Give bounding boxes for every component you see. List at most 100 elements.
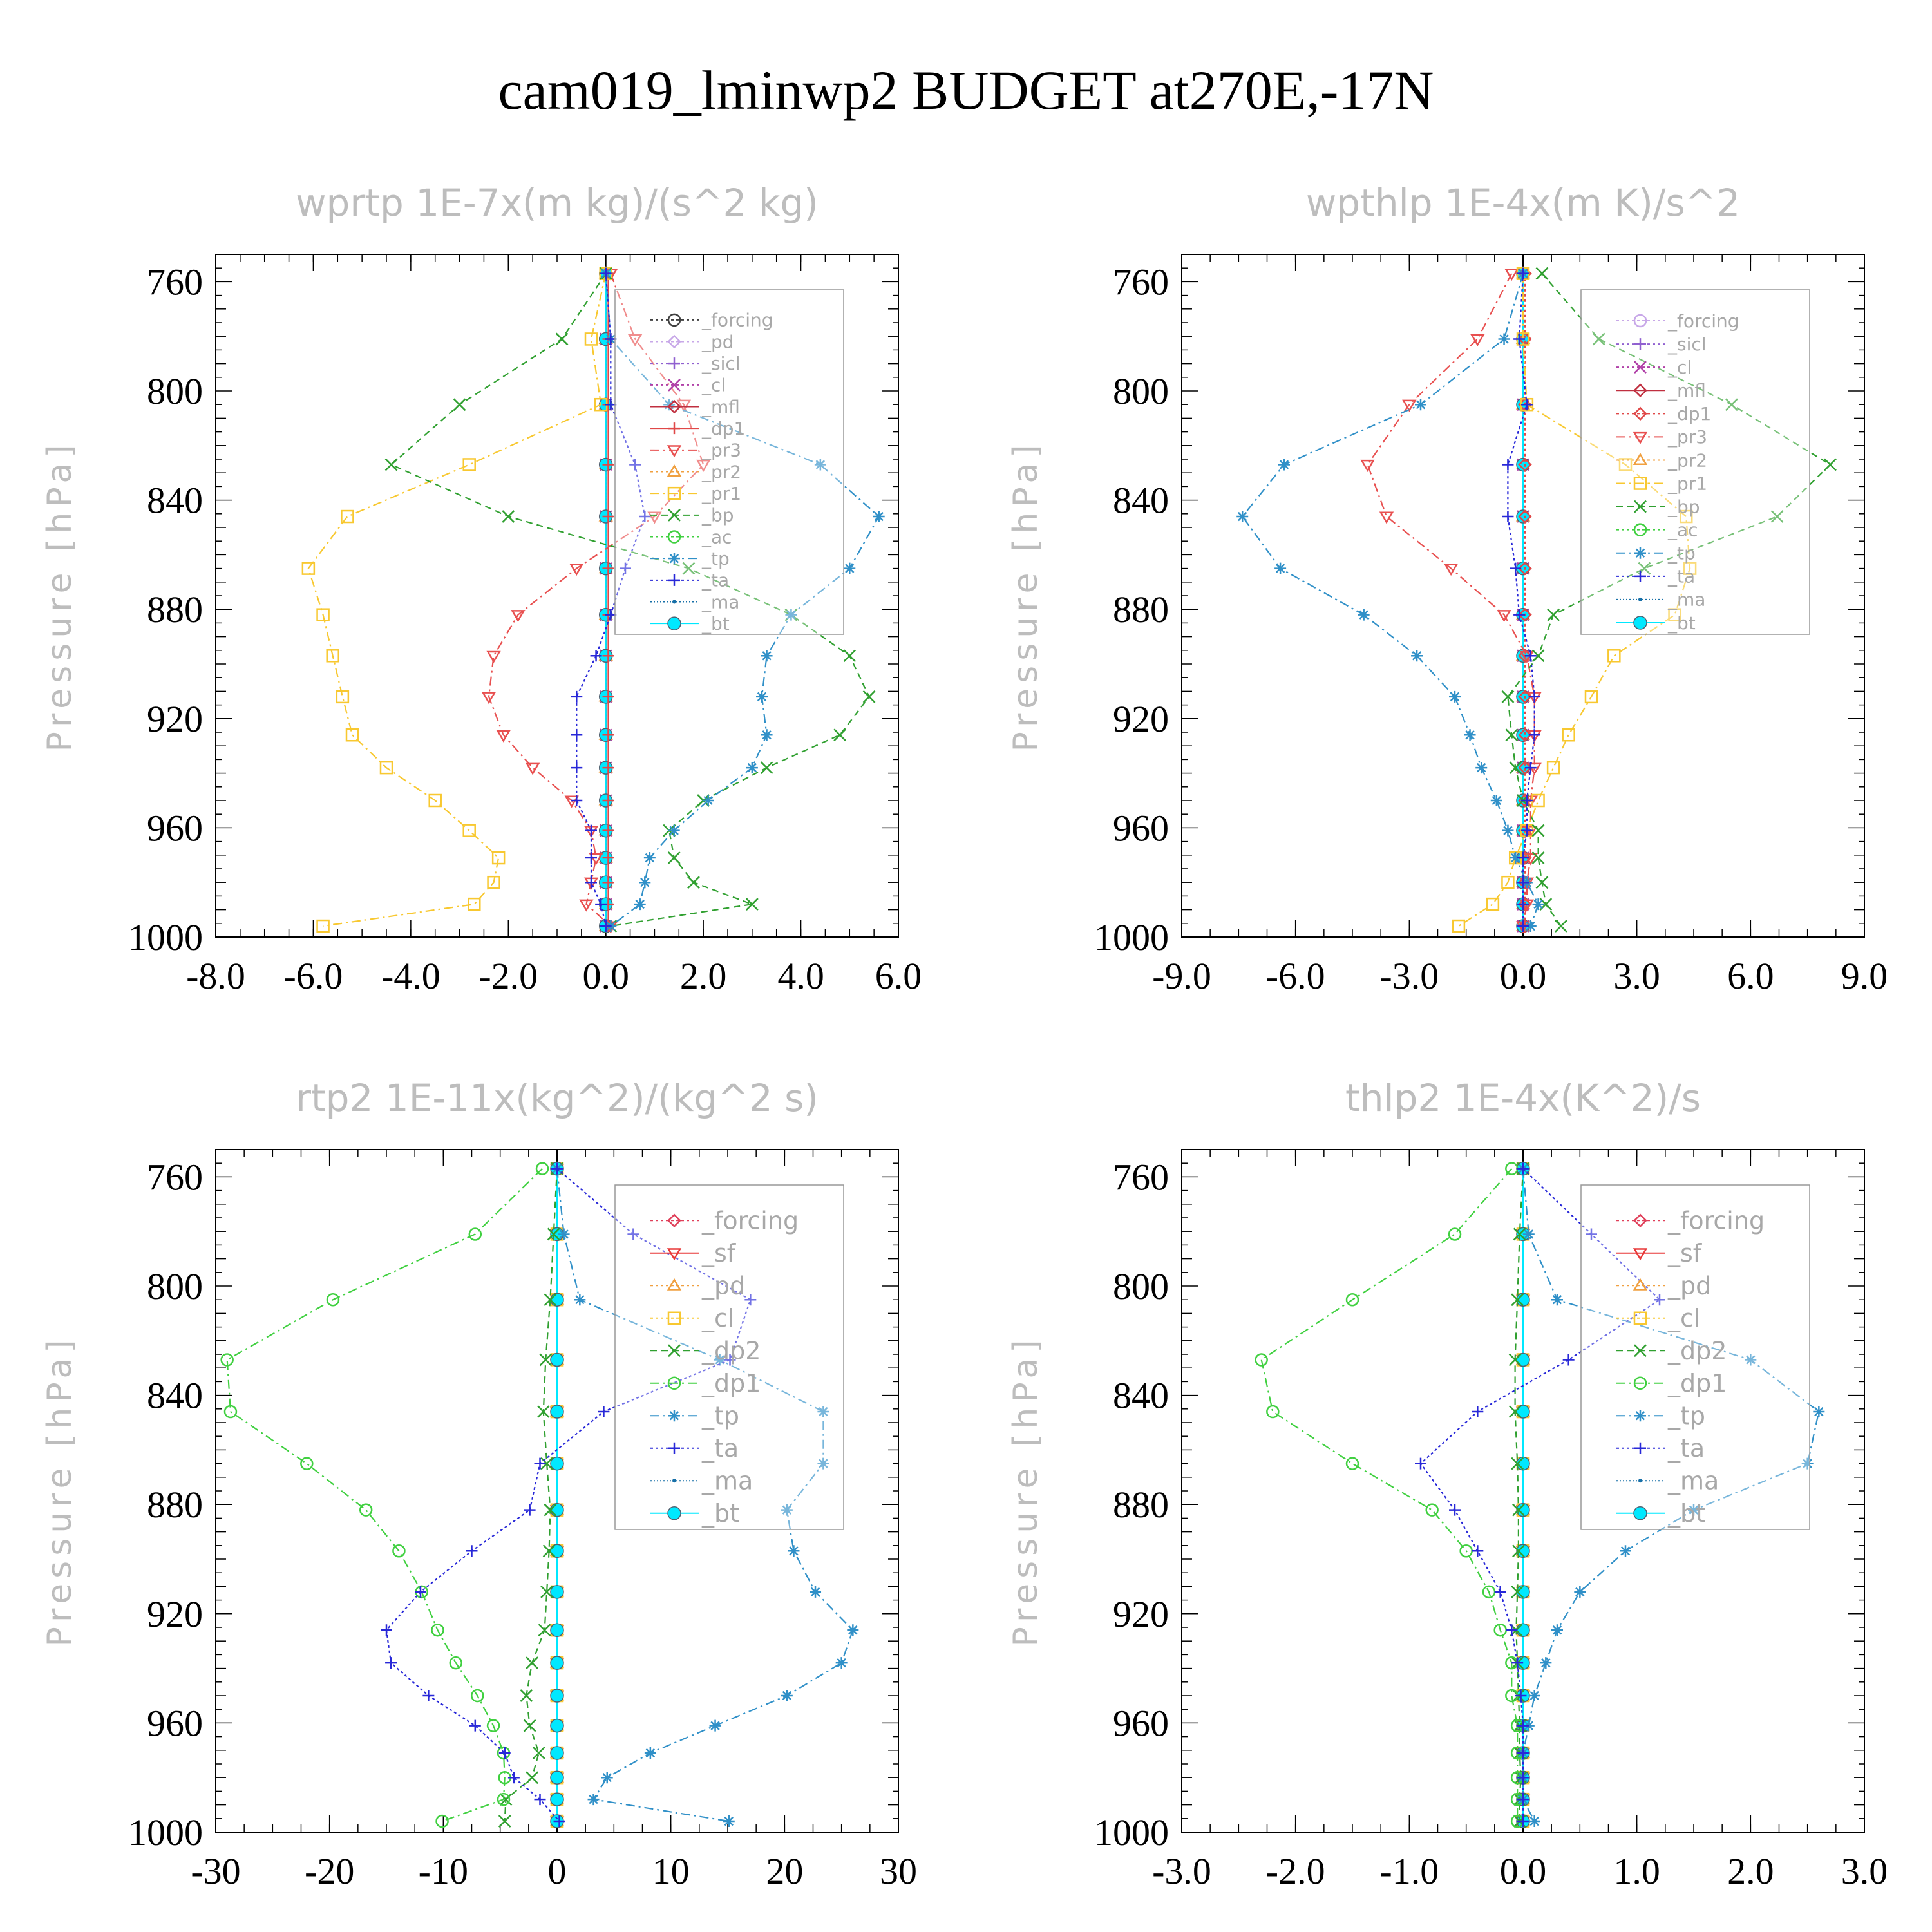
data-point bbox=[574, 1294, 586, 1306]
data-point bbox=[1532, 898, 1544, 911]
data-point bbox=[534, 1457, 546, 1470]
data-point bbox=[550, 1689, 564, 1703]
data-point bbox=[590, 650, 602, 662]
data-point bbox=[550, 1656, 564, 1670]
legend-label: _sf bbox=[701, 1239, 737, 1267]
y-tick-label: 800 bbox=[1113, 370, 1169, 412]
data-point bbox=[1540, 1657, 1552, 1669]
data-point bbox=[435, 1814, 449, 1828]
x-tick-label: 3.0 bbox=[1613, 955, 1660, 997]
legend-label: _ma bbox=[701, 1467, 753, 1495]
x-tick-label: -9.0 bbox=[1152, 955, 1211, 997]
data-point bbox=[1509, 761, 1522, 775]
legend-label: _dp1 bbox=[701, 1369, 761, 1397]
data-point bbox=[571, 795, 583, 806]
data-point bbox=[1516, 1585, 1530, 1599]
legend-label: _ta bbox=[701, 570, 729, 591]
series-line bbox=[1514, 1168, 1524, 1821]
data-point bbox=[1520, 824, 1533, 837]
data-point bbox=[1425, 1503, 1439, 1517]
series-pr3 bbox=[1360, 269, 1542, 934]
data-point bbox=[466, 1545, 478, 1557]
legend-label: _ta bbox=[701, 1434, 739, 1463]
legend-label: _forcing bbox=[701, 310, 773, 331]
data-point bbox=[589, 853, 603, 866]
data-point bbox=[1505, 1162, 1519, 1175]
data-point bbox=[579, 899, 594, 912]
data-point bbox=[1725, 398, 1738, 412]
series-tp bbox=[1236, 267, 1544, 933]
data-point bbox=[392, 1544, 406, 1558]
data-point bbox=[724, 1354, 736, 1366]
legend-label: _dp1 bbox=[1667, 403, 1711, 424]
data-point bbox=[810, 1586, 822, 1598]
data-point bbox=[1770, 510, 1784, 523]
x-tick-label: 3.0 bbox=[1841, 1850, 1888, 1892]
x-tick-label: 4.0 bbox=[777, 955, 824, 997]
legend-swatch-marker bbox=[1633, 477, 1647, 490]
legend-label: _ta bbox=[1667, 566, 1695, 587]
data-point bbox=[1620, 1545, 1631, 1557]
data-point bbox=[469, 1719, 481, 1732]
x-tick-label: -1.0 bbox=[1379, 1850, 1439, 1892]
series-line bbox=[1241, 273, 1539, 927]
data-point bbox=[300, 1457, 314, 1470]
data-point bbox=[1518, 690, 1532, 704]
data-point bbox=[668, 824, 680, 837]
x-tick-label: -30 bbox=[191, 1850, 240, 1892]
y-tick-label: 840 bbox=[1113, 1375, 1169, 1417]
legend-label: _pd bbox=[701, 331, 734, 352]
y-ticks bbox=[216, 254, 898, 938]
data-point bbox=[1517, 1794, 1529, 1806]
series-line bbox=[504, 1168, 558, 1822]
legend-swatch-marker bbox=[668, 1442, 680, 1454]
legend-label: _forcing bbox=[1667, 310, 1739, 332]
data-point bbox=[326, 1293, 340, 1307]
data-point bbox=[1504, 269, 1519, 281]
data-point bbox=[788, 1545, 800, 1557]
series-line bbox=[307, 273, 607, 927]
data-point bbox=[1518, 761, 1532, 775]
data-point bbox=[1494, 1586, 1506, 1598]
y-axis-label: Pressure [hPa] bbox=[1007, 440, 1045, 752]
legend-label: _cl bbox=[1667, 1304, 1700, 1332]
y-tick-label: 760 bbox=[147, 261, 203, 303]
legend-label: _ac bbox=[701, 526, 732, 547]
y-ticks bbox=[216, 1149, 898, 1833]
y-axis-label: Pressure [hPa] bbox=[1007, 1335, 1045, 1647]
y-tick-label: 960 bbox=[147, 807, 203, 849]
legend-swatch-marker bbox=[668, 574, 680, 586]
data-point bbox=[1688, 1504, 1700, 1516]
legend-box bbox=[614, 289, 844, 635]
legend-label: _bp bbox=[701, 505, 734, 526]
series-line bbox=[1260, 1168, 1519, 1821]
data-point bbox=[702, 795, 714, 806]
data-point bbox=[1517, 920, 1529, 933]
y-tick-label: 880 bbox=[147, 1484, 203, 1526]
data-point bbox=[663, 399, 676, 411]
data-point bbox=[1517, 898, 1529, 911]
legend-label: _bt bbox=[701, 1499, 739, 1528]
data-point bbox=[1415, 399, 1426, 411]
panel-wpthlp: wpthlp 1E-4x(m K)/s^2 Pressure [hPa] 760 80… bbox=[1007, 181, 1888, 997]
x-tick-label: 9.0 bbox=[1841, 955, 1888, 997]
y-tick-label: 1000 bbox=[128, 916, 203, 958]
data-point bbox=[1512, 1544, 1525, 1558]
data-point bbox=[498, 1747, 511, 1759]
data-point bbox=[598, 1406, 610, 1418]
legend-label: _forcing bbox=[1667, 1207, 1765, 1235]
data-point bbox=[507, 1772, 520, 1784]
data-point bbox=[550, 1352, 564, 1367]
data-point bbox=[862, 690, 876, 703]
legend-swatch-marker bbox=[668, 1344, 681, 1358]
y-tick-label: 760 bbox=[147, 1156, 203, 1198]
legend-swatch-marker bbox=[667, 1376, 681, 1390]
data-point bbox=[1510, 852, 1522, 864]
data-point bbox=[602, 459, 614, 471]
data-point bbox=[1449, 1504, 1461, 1516]
data-point bbox=[1528, 729, 1540, 741]
data-point bbox=[1506, 1624, 1518, 1636]
data-point bbox=[744, 1294, 757, 1306]
legend-swatch-marker bbox=[1638, 597, 1642, 601]
data-point bbox=[571, 729, 583, 741]
